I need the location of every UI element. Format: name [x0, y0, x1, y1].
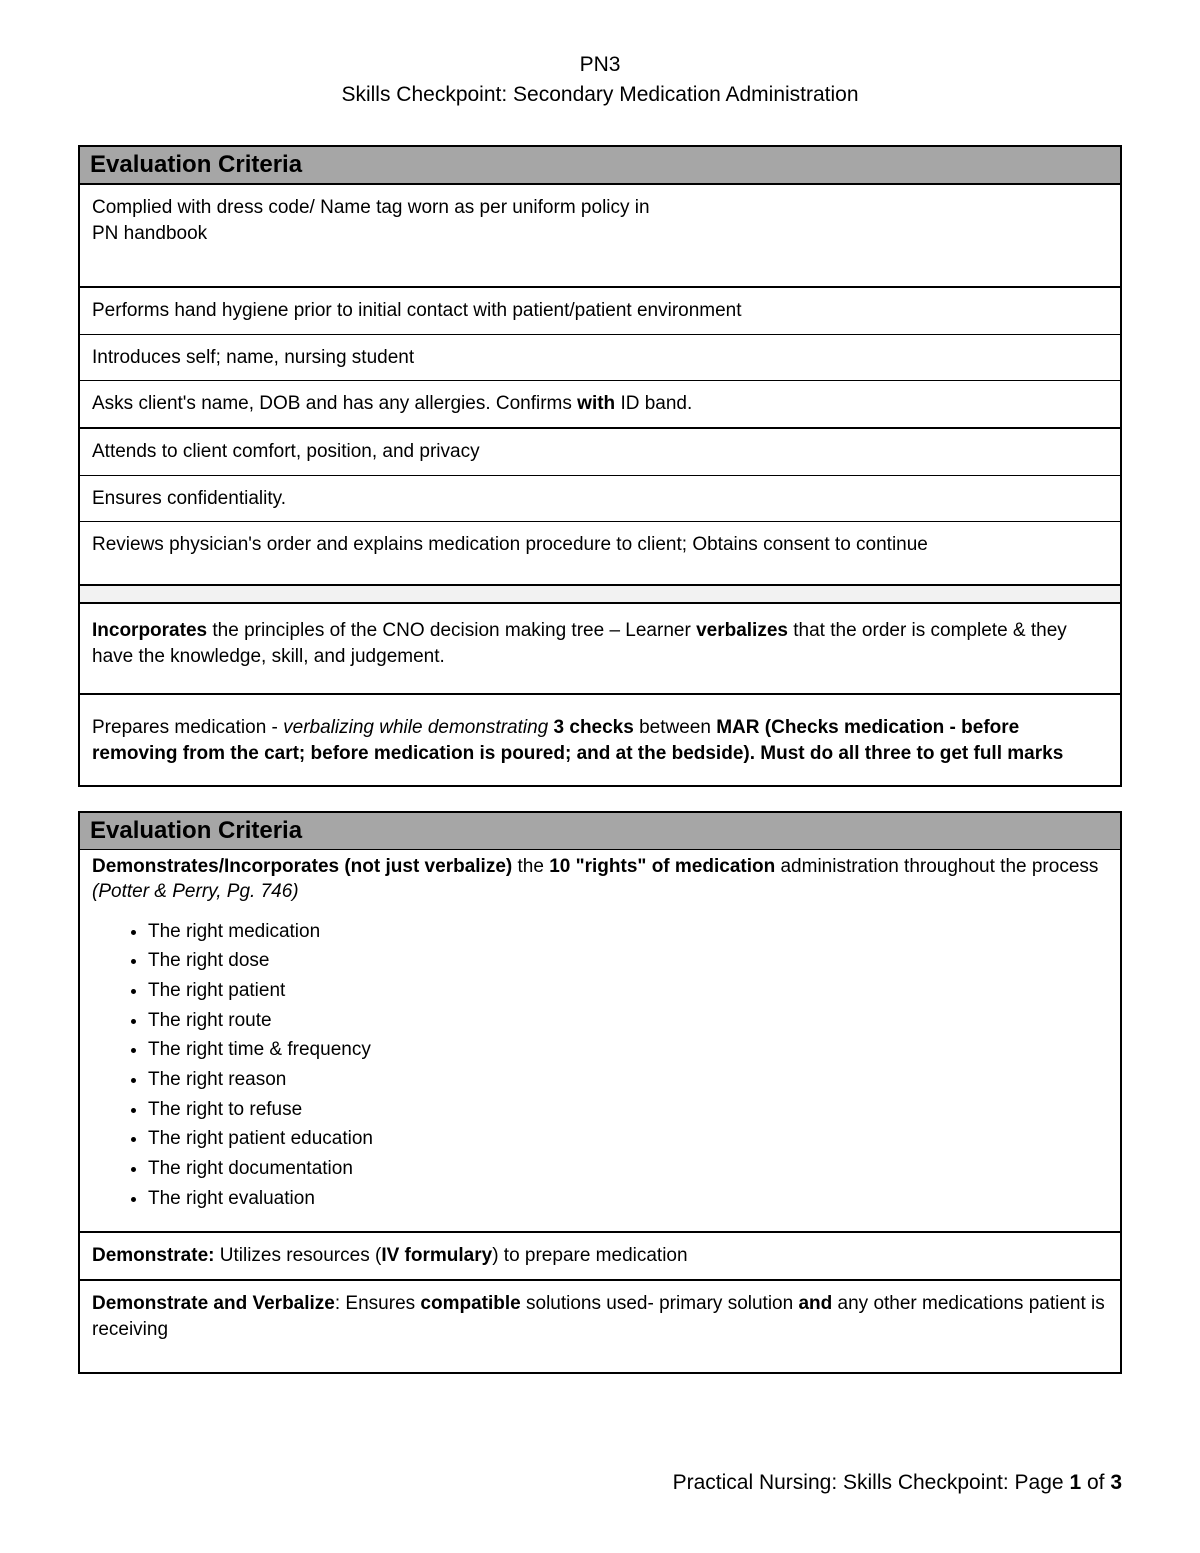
criteria-row-incorporates-cno: Incorporates the principles of the CNO d… [80, 604, 1120, 695]
footer-prefix: Practical Nursing: Skills Checkpoint: Pa… [673, 1471, 1070, 1494]
list-item: The right route [148, 1008, 1108, 1034]
row-text: between [634, 717, 716, 738]
criteria-row-ten-rights: Demonstrates/Incorporates (not just verb… [80, 850, 1120, 1234]
row-text: Reviews physician's order and explains m… [92, 534, 928, 555]
document-header: PN3 Skills Checkpoint: Secondary Medicat… [78, 50, 1122, 111]
footer-of: of [1081, 1471, 1110, 1494]
row-text-bold: verbalizes [696, 620, 788, 641]
list-item: The right to refuse [148, 1097, 1108, 1123]
row-text: ID band. [615, 393, 692, 414]
footer-total-pages: 3 [1110, 1471, 1122, 1494]
row-text: PN handbook [92, 223, 207, 244]
row-text: solutions used- primary solution [521, 1293, 799, 1314]
section-2-title: Evaluation Criteria [80, 813, 1120, 850]
row-text-bold: Incorporates [92, 620, 207, 641]
criteria-row-confidentiality: Ensures confidentiality. [80, 476, 1120, 523]
criteria-row-reviews-order: Reviews physician's order and explains m… [80, 522, 1120, 586]
row-text: : Ensures [335, 1293, 421, 1314]
row-text: Prepares medication - [92, 717, 283, 738]
evaluation-criteria-section-1: Evaluation Criteria Complied with dress … [78, 145, 1122, 787]
row-text-bold: Demonstrate and Verbalize [92, 1293, 335, 1314]
row-text: Attends to client comfort, position, and… [92, 441, 480, 462]
criteria-row-demonstrate-verbalize: Demonstrate and Verbalize: Ensures compa… [80, 1281, 1120, 1372]
row-text: Complied with dress code/ Name tag worn … [92, 197, 650, 218]
row-text: Ensures confidentiality. [92, 488, 286, 509]
list-item: The right dose [148, 948, 1108, 974]
spacer-row [80, 586, 1120, 604]
row-text: ) to prepare medication [492, 1245, 687, 1266]
list-item: The right reason [148, 1067, 1108, 1093]
rights-list: The right medication The right dose The … [92, 919, 1108, 1211]
row-text-italic: verbalizing while demonstrating [283, 717, 548, 738]
row-text-bold: 3 checks [548, 717, 634, 738]
list-item: The right patient [148, 978, 1108, 1004]
criteria-row-hand-hygiene: Performs hand hygiene prior to initial c… [80, 288, 1120, 335]
list-item: The right patient education [148, 1126, 1108, 1152]
row-text-bold: Demonstrate: [92, 1245, 214, 1266]
row-text-bold: compatible [420, 1293, 520, 1314]
row-text-bold: with [577, 393, 615, 414]
list-item: The right medication [148, 919, 1108, 945]
header-line-1: PN3 [78, 50, 1122, 80]
header-line-2: Skills Checkpoint: Secondary Medication … [78, 80, 1122, 110]
row-text: Performs hand hygiene prior to initial c… [92, 300, 742, 321]
row-text: the principles of the CNO decision makin… [207, 620, 696, 641]
criteria-row-prepares-medication: Prepares medication - verbalizing while … [80, 695, 1120, 784]
criteria-row-asks-client: Asks client's name, DOB and has any alle… [80, 381, 1120, 429]
criteria-row-demonstrate-resources: Demonstrate: Utilizes resources (IV form… [80, 1233, 1120, 1281]
criteria-row-dress-code: Complied with dress code/ Name tag worn … [80, 185, 1120, 288]
footer-page-number: 1 [1069, 1471, 1081, 1494]
list-item: The right documentation [148, 1156, 1108, 1182]
list-item: The right evaluation [148, 1186, 1108, 1212]
document-page: PN3 Skills Checkpoint: Secondary Medicat… [0, 0, 1200, 1553]
row-text: administration throughout the process [775, 856, 1098, 877]
criteria-row-introduces-self: Introduces self; name, nursing student [80, 335, 1120, 382]
row-text: Introduces self; name, nursing student [92, 347, 414, 368]
row-text: Utilizes resources ( [214, 1245, 381, 1266]
row-text-bold: Demonstrates/Incorporates (not just verb… [92, 856, 512, 877]
row-text-bold: IV formulary [381, 1245, 492, 1266]
list-item: The right time & frequency [148, 1037, 1108, 1063]
row-text: Asks client's name, DOB and has any alle… [92, 393, 577, 414]
row-text-bold: 10 "rights" of medication [549, 856, 775, 877]
page-footer: Practical Nursing: Skills Checkpoint: Pa… [673, 1471, 1122, 1495]
row-text-bold: and [798, 1293, 832, 1314]
section-1-title: Evaluation Criteria [80, 147, 1120, 185]
row-text: the [512, 856, 549, 877]
criteria-row-client-comfort: Attends to client comfort, position, and… [80, 429, 1120, 476]
evaluation-criteria-section-2: Evaluation Criteria Demonstrates/Incorpo… [78, 811, 1122, 1375]
row-text-italic: (Potter & Perry, Pg. 746) [92, 881, 299, 902]
